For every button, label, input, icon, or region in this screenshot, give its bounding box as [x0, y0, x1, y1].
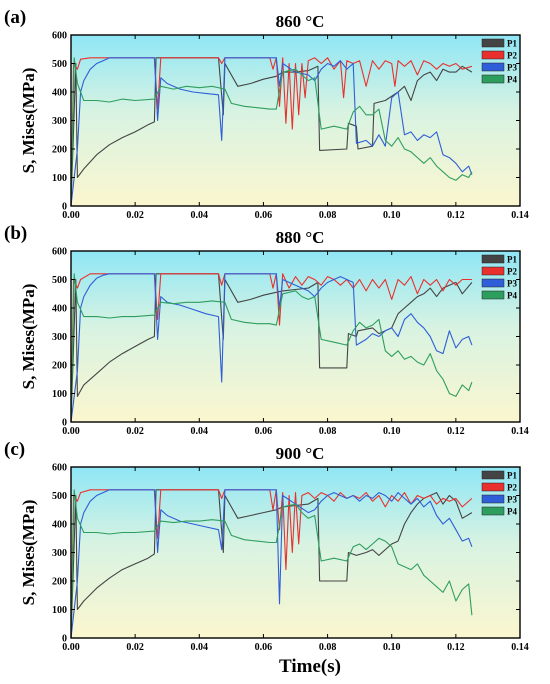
panel-title: 880 °C [276, 228, 325, 247]
y-tick-label: 500 [52, 275, 67, 286]
x-tick-label: 0.12 [447, 426, 465, 437]
legend-swatch-p1 [481, 254, 505, 264]
legend-swatch-p4 [481, 290, 505, 300]
y-tick-label: 100 [52, 389, 67, 400]
x-tick-label: 0.04 [191, 210, 209, 221]
x-axis-title: Time(s) [279, 656, 341, 677]
series-line-p2 [70, 273, 472, 423]
legend-label-p3: P3 [507, 63, 517, 73]
x-tick-label: 0.02 [126, 642, 144, 653]
x-tick-label: 0.06 [255, 426, 273, 437]
series-line-p4 [70, 489, 473, 639]
legend-label-p1: P1 [507, 39, 517, 49]
y-tick-label: 300 [52, 548, 67, 559]
y-tick-label: 200 [52, 361, 67, 372]
x-tick-label: 0.12 [447, 210, 465, 221]
y-tick-label: 500 [52, 491, 67, 502]
y-tick-label: 100 [52, 173, 67, 184]
x-tick-label: 0.14 [511, 210, 529, 221]
series-line-p3 [70, 273, 473, 423]
plot-background [71, 251, 520, 422]
x-tick-label: 0.08 [319, 642, 337, 653]
y-tick-label: 600 [52, 247, 67, 258]
y-tick-label: 500 [52, 59, 67, 70]
series-line-p3 [70, 57, 473, 207]
legend-label-p2: P2 [507, 51, 517, 61]
series-line-p4 [70, 57, 473, 207]
y-tick-label: 200 [52, 145, 67, 156]
chart-panel-3: 0.00 0.02 0.04 0.06 0.08 0.10 0.12 0.14 0 100 200 3… [4, 439, 529, 653]
y-axis-title: S, Mises(MPa) [19, 500, 38, 606]
y-tick-label: 100 [52, 605, 67, 616]
x-tick-label: 0.10 [383, 642, 401, 653]
y-tick-label: 0 [62, 634, 67, 645]
series-line-p1 [70, 273, 473, 423]
x-tick-label: 0.12 [447, 642, 465, 653]
x-tick-label: 0.02 [126, 210, 144, 221]
series-line-p2 [70, 489, 473, 639]
x-tick-label: 0.10 [383, 210, 401, 221]
panel-label: (a) [4, 7, 26, 28]
x-tick-label: 0.08 [319, 210, 337, 221]
legend-swatch-p3 [481, 62, 505, 72]
legend-swatch-p2 [481, 266, 505, 276]
legend-label-p3: P3 [507, 279, 517, 289]
legend-label-p4: P4 [507, 291, 517, 301]
x-tick-label: 0.14 [511, 426, 529, 437]
y-tick-label: 400 [52, 88, 67, 99]
series-line-p2 [70, 57, 473, 207]
x-tick-label: 0.06 [255, 642, 273, 653]
x-tick-label: 0.00 [62, 642, 80, 653]
legend: P1 P2 P3 P4 [481, 470, 517, 517]
panel-label: (b) [4, 223, 27, 244]
legend-swatch-p1 [481, 470, 505, 480]
y-axis-title: S, Mises(MPa) [19, 68, 38, 174]
legend-swatch-p4 [481, 74, 505, 84]
chart-panel-1: 0.00 0.02 0.04 0.06 0.08 0.10 0.12 0.14 0 100 200 3… [4, 7, 529, 221]
chart-panel-2: 0.00 0.02 0.04 0.06 0.08 0.10 0.12 0.14 0 100 200 3… [4, 223, 529, 437]
legend-label-p4: P4 [507, 75, 517, 85]
x-tick-label: 0.06 [255, 210, 273, 221]
legend: P1 P2 P3 P4 [481, 254, 517, 301]
legend-swatch-p2 [481, 482, 505, 492]
panel-title: 860 °C [276, 12, 325, 31]
y-tick-label: 200 [52, 577, 67, 588]
y-tick-label: 600 [52, 463, 67, 474]
legend-swatch-p3 [481, 494, 505, 504]
y-tick-label: 400 [52, 520, 67, 531]
y-tick-label: 300 [52, 332, 67, 343]
series-line-p3 [70, 489, 473, 639]
y-tick-label: 300 [52, 116, 67, 127]
legend-swatch-p4 [481, 506, 505, 516]
legend: P1 P2 P3 P4 [481, 38, 517, 85]
x-tick-label: 0.00 [62, 210, 80, 221]
x-tick-label: 0.10 [383, 426, 401, 437]
x-tick-label: 0.14 [511, 642, 529, 653]
panel-title: 900 °C [276, 444, 325, 463]
y-axis-title: S, Mises(MPa) [19, 284, 38, 390]
x-tick-label: 0.00 [62, 426, 80, 437]
y-tick-label: 0 [62, 418, 67, 429]
legend-swatch-p1 [481, 38, 505, 48]
legend-label-p2: P2 [507, 483, 517, 493]
panel-label: (c) [4, 439, 25, 460]
y-tick-label: 400 [52, 304, 67, 315]
x-tick-label: 0.04 [191, 642, 209, 653]
legend-label-p4: P4 [507, 507, 517, 517]
legend-label-p3: P3 [507, 495, 517, 505]
y-tick-label: 0 [62, 202, 67, 213]
legend-swatch-p3 [481, 278, 505, 288]
legend-label-p2: P2 [507, 267, 517, 277]
x-tick-label: 0.04 [191, 426, 209, 437]
series-line-p1 [70, 57, 473, 207]
plot-background [71, 35, 520, 206]
legend-label-p1: P1 [507, 471, 517, 481]
x-tick-label: 0.02 [126, 426, 144, 437]
series-line-p4 [70, 273, 473, 423]
y-tick-label: 600 [52, 31, 67, 42]
legend-swatch-p2 [481, 50, 505, 60]
legend-label-p1: P1 [507, 255, 517, 265]
x-tick-label: 0.08 [319, 426, 337, 437]
